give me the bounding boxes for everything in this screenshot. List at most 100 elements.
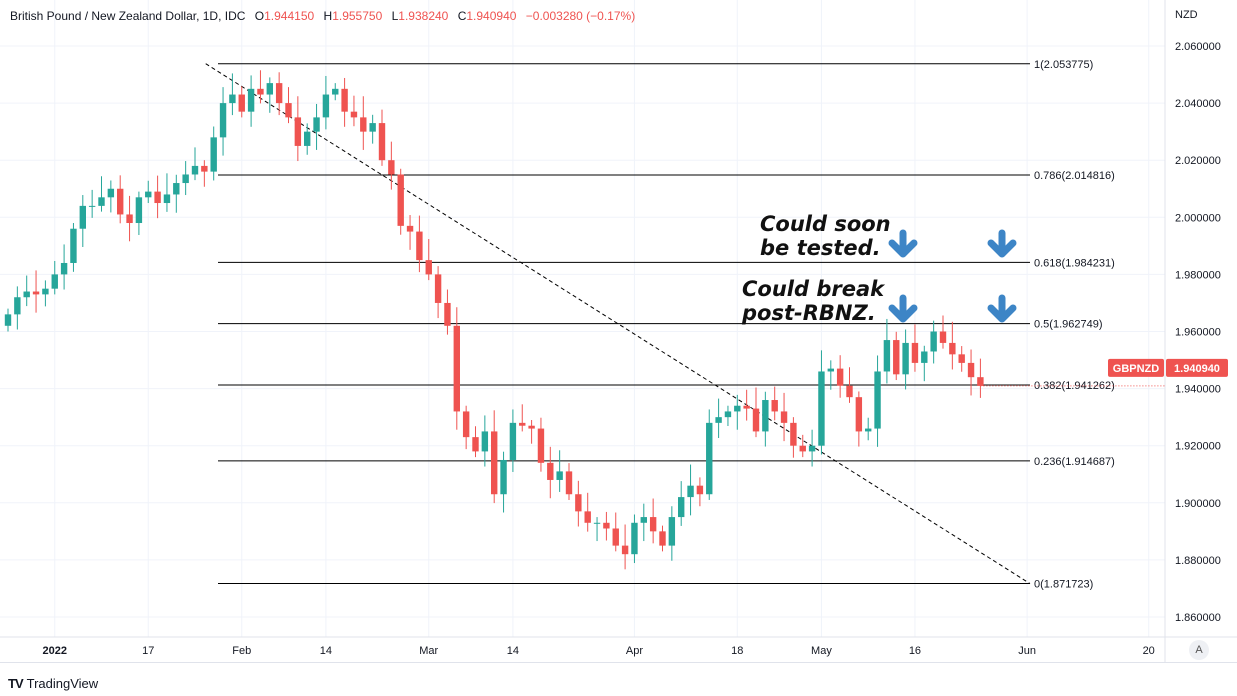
open-label: O [254, 9, 265, 23]
auto-scale-button[interactable]: A [1189, 640, 1209, 660]
fib-level-label: 0.5(1.962749) [1034, 319, 1103, 331]
x-tick-label: 14 [507, 645, 519, 657]
y-tick-label: 2.020000 [1175, 155, 1221, 167]
candle-body [874, 371, 881, 429]
fib-level-label: 1(2.053775) [1034, 59, 1093, 71]
candle-body [60, 262, 68, 275]
candle-body [790, 422, 797, 446]
candle-body [668, 517, 676, 546]
candle-body [967, 362, 975, 378]
candle-body [397, 174, 404, 226]
close-value: 1.940940 [466, 9, 517, 23]
candle-body [23, 291, 30, 298]
candle-body [406, 225, 414, 232]
candle-body [79, 205, 86, 229]
tradingview-logo[interactable]: TV TradingView [8, 676, 98, 691]
annotation-line: Could break [742, 277, 885, 301]
candle-body [649, 517, 657, 532]
x-tick-label: Mar [419, 645, 438, 657]
open-value: 1.944150 [264, 9, 315, 23]
candle-body [219, 103, 227, 138]
candle-body [51, 274, 58, 289]
candle-body [631, 522, 638, 555]
candle-body [846, 385, 853, 398]
x-tick-label: 16 [909, 645, 921, 657]
candle-body [911, 342, 919, 363]
down-arrow-icon [987, 294, 1017, 323]
candle-body [98, 197, 105, 206]
candle-body [322, 94, 330, 118]
y-tick-label: 2.060000 [1175, 41, 1221, 53]
close-label: C [457, 9, 467, 23]
x-tick-label: 2022 [43, 645, 67, 657]
price-chart[interactable]: 2.060000 2.040000 2.020000 2.000000 1.980000… [0, 0, 1237, 662]
down-arrow-icon [888, 229, 918, 258]
candle-body [565, 471, 573, 495]
candle-body [285, 103, 292, 118]
candle-body [378, 123, 386, 161]
candle-body [266, 83, 273, 95]
annotation-line: be tested. [760, 236, 881, 260]
candle-body [808, 445, 816, 452]
x-tick-label: Feb [232, 645, 251, 657]
last-price-tag-bg [1166, 358, 1228, 377]
candle-body [528, 425, 535, 429]
annotation-break-rbnz[interactable]: Could break post-RBNZ. [742, 277, 884, 325]
candle-body [855, 397, 863, 432]
x-tick-label: 17 [142, 645, 154, 657]
candle-body [4, 314, 12, 326]
candle-body [388, 160, 395, 175]
fib-level-label: 0(1.871723) [1034, 579, 1093, 591]
candle-body [14, 297, 21, 315]
candle-body [491, 431, 498, 495]
candle-body [360, 117, 367, 132]
x-tick-label: May [811, 645, 832, 657]
x-tick-label: Apr [626, 645, 643, 657]
candle-body [444, 302, 451, 326]
candle-body [678, 497, 685, 518]
x-tick-label: 20 [1143, 645, 1155, 657]
candle-body [687, 485, 694, 498]
candle-body [117, 188, 124, 215]
candle-body [238, 94, 245, 112]
candle-body [434, 274, 442, 303]
candle-body [612, 528, 619, 546]
y-tick-label: 2.040000 [1175, 98, 1221, 110]
x-tick-label: Jun [1018, 645, 1036, 657]
candle-body [575, 494, 582, 512]
high-value: 1.955750 [332, 9, 383, 23]
candle-body [173, 183, 180, 195]
candle-body [107, 188, 115, 198]
candle-body [163, 194, 171, 204]
candle-body [201, 165, 208, 172]
candle-body [799, 445, 806, 452]
candle-body [827, 368, 834, 372]
symbol-title[interactable]: British Pound / New Zealand Dollar, 1D, … [10, 9, 246, 23]
candle-body [958, 354, 965, 363]
candle-body [453, 325, 460, 412]
y-tick-label: 1.980000 [1175, 269, 1221, 281]
y-tick-label: 1.940000 [1175, 384, 1221, 396]
candle-body [734, 405, 741, 412]
fib-level-label: 0.236(1.914687) [1034, 456, 1115, 468]
candle-body [247, 88, 255, 112]
candle-body [304, 131, 311, 146]
candle-body [724, 411, 732, 418]
annotation-line: post-RBNZ. [742, 301, 876, 325]
candle-body [472, 437, 479, 452]
x-tick-label: 18 [731, 645, 743, 657]
chart-frame: 2.060000 2.040000 2.020000 2.000000 1.980000… [0, 0, 1237, 663]
candle-body [621, 545, 629, 555]
candle-body [481, 431, 489, 452]
y-tick-label: 1.880000 [1175, 555, 1221, 567]
y-tick-label: 1.900000 [1175, 498, 1221, 510]
candle-body [210, 137, 217, 172]
candle-body [126, 214, 133, 224]
annotation-soon-tested[interactable]: Could soon be tested. [760, 212, 891, 260]
candle-body [977, 377, 984, 386]
candle-body [780, 411, 788, 423]
candle-body [42, 288, 49, 295]
change-value: −0.003280 (−0.17%) [525, 9, 636, 23]
candle-body [229, 94, 236, 104]
candle-body [313, 117, 320, 132]
